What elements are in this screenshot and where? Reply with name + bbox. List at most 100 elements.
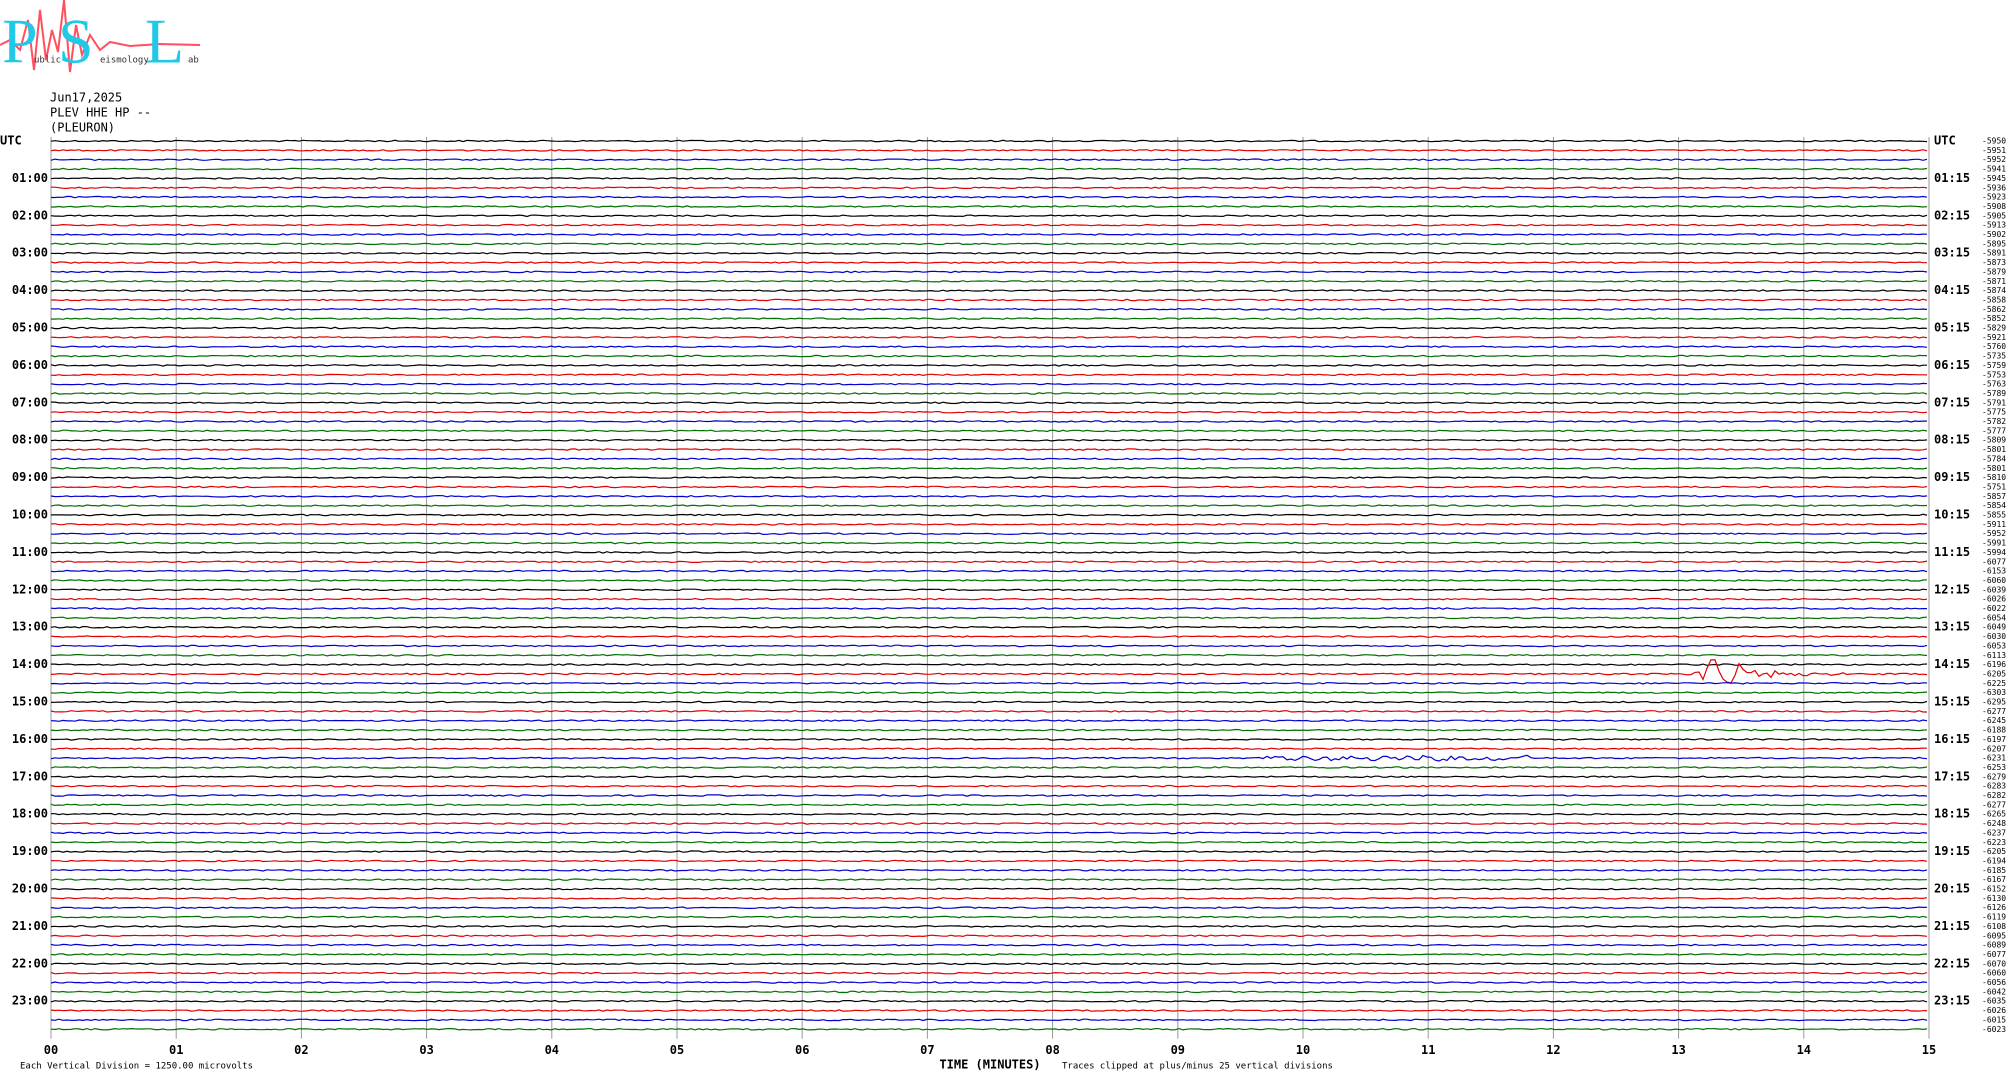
trace — [50, 934, 1928, 938]
offset-label: -5854 — [1982, 501, 2006, 510]
trace — [50, 822, 1927, 825]
logo-letter: S — [58, 6, 94, 77]
trace — [50, 897, 1928, 900]
offset-label: -5852 — [1982, 314, 2006, 323]
trace — [50, 635, 1928, 638]
offset-label: -6223 — [1982, 838, 2006, 847]
offset-label: -5735 — [1982, 352, 2006, 361]
trace — [50, 579, 1928, 582]
x-tick-label: 04 — [545, 1043, 559, 1057]
left-time-label: 22:00 — [12, 956, 48, 970]
trace — [50, 747, 1928, 751]
offset-label: -5873 — [1982, 258, 2006, 267]
x-tick-label: 14 — [1797, 1043, 1811, 1057]
right-time-label: 05:15 — [1934, 321, 1970, 335]
trace — [50, 261, 1927, 264]
right-time-label: 03:15 — [1934, 246, 1970, 260]
right-time-label: 11:15 — [1934, 545, 1970, 559]
left-time-label: 10:00 — [12, 508, 48, 522]
trace — [50, 177, 1928, 180]
offset-label: -6023 — [1982, 1025, 2006, 1034]
trace — [50, 532, 1928, 536]
right-time-label: 10:15 — [1934, 508, 1970, 522]
offset-label: -6153 — [1982, 567, 2006, 576]
offset-label: -5905 — [1982, 211, 2006, 220]
trace — [50, 754, 1928, 762]
offset-label: -6049 — [1982, 623, 2006, 632]
trace — [50, 625, 1928, 629]
offset-label: -5751 — [1982, 482, 2006, 491]
trace — [50, 766, 1928, 769]
offset-label: -6035 — [1982, 997, 2006, 1006]
right-time-label: 21:15 — [1934, 919, 1970, 933]
offset-label: -6282 — [1982, 791, 2006, 800]
trace — [50, 868, 1928, 872]
trace — [50, 616, 1928, 620]
left-time-label: 04:00 — [12, 283, 48, 297]
offset-label: -5895 — [1982, 239, 2006, 248]
right-time-label: 15:15 — [1934, 695, 1970, 709]
trace — [50, 794, 1928, 797]
offset-label: -5941 — [1982, 165, 2006, 174]
trace — [50, 513, 1928, 517]
trace — [50, 653, 1928, 657]
trace — [50, 588, 1928, 592]
offset-label: -6303 — [1982, 688, 2006, 697]
offset-label: -6026 — [1982, 1006, 2006, 1015]
trace — [50, 659, 1928, 684]
trace — [50, 925, 1928, 928]
station: PLEV HHE HP -- — [50, 106, 151, 120]
offset-label: -5777 — [1982, 426, 2006, 435]
trace — [50, 523, 1928, 526]
offset-label: -5855 — [1982, 511, 2006, 520]
offset-label: -5879 — [1982, 267, 2006, 276]
offset-label: -6060 — [1982, 576, 2006, 585]
right-time-label: 07:15 — [1934, 395, 1970, 409]
trace — [51, 551, 1928, 554]
right-time-label: 19:15 — [1934, 844, 1970, 858]
trace — [50, 382, 1928, 386]
trace — [50, 466, 1928, 470]
left-time-label: 19:00 — [12, 844, 48, 858]
offset-label: -5908 — [1982, 202, 2006, 211]
offset-label: -6225 — [1982, 679, 2006, 688]
offset-label: -6205 — [1982, 847, 2006, 856]
offset-label: -6185 — [1982, 866, 2006, 875]
offset-label: -6277 — [1982, 707, 2006, 716]
right-time-label: UTC — [1934, 134, 1956, 148]
trace — [50, 953, 1928, 956]
offset-label: -5801 — [1982, 464, 2006, 473]
right-time-label: 22:15 — [1934, 956, 1970, 970]
left-time-label: 21:00 — [12, 919, 48, 933]
trace — [50, 943, 1928, 947]
left-time-label: 03:00 — [12, 246, 48, 260]
offset-label: -6295 — [1982, 698, 2006, 707]
trace — [50, 345, 1928, 349]
offset-label: -5911 — [1982, 520, 2006, 529]
left-time-label: 11:00 — [12, 545, 48, 559]
trace — [50, 962, 1928, 966]
trace — [50, 233, 1928, 236]
logo-word: ublic — [34, 56, 61, 66]
logo-wave — [0, 0, 201, 73]
offset-label: -5801 — [1982, 445, 2006, 454]
offset-label: -5991 — [1982, 539, 2006, 548]
left-time-label: 01:00 — [12, 171, 48, 185]
offset-label: -6022 — [1982, 604, 2006, 613]
x-tick-label: 11 — [1421, 1043, 1435, 1057]
trace — [50, 784, 1928, 788]
trace — [50, 915, 1928, 919]
offset-label: -6167 — [1982, 875, 2006, 884]
right-time-label: 02:15 — [1934, 208, 1970, 222]
trace — [50, 504, 1928, 507]
offset-label: -5902 — [1982, 230, 2006, 239]
right-time-label: 16:15 — [1934, 732, 1970, 746]
trace — [50, 1027, 1928, 1031]
offset-label: -6197 — [1982, 735, 2006, 744]
trace — [50, 354, 1927, 358]
offset-label: -6070 — [1982, 959, 2006, 968]
offset-label: -5789 — [1982, 389, 2006, 398]
trace — [50, 457, 1928, 461]
right-time-label: 13:15 — [1934, 620, 1970, 634]
